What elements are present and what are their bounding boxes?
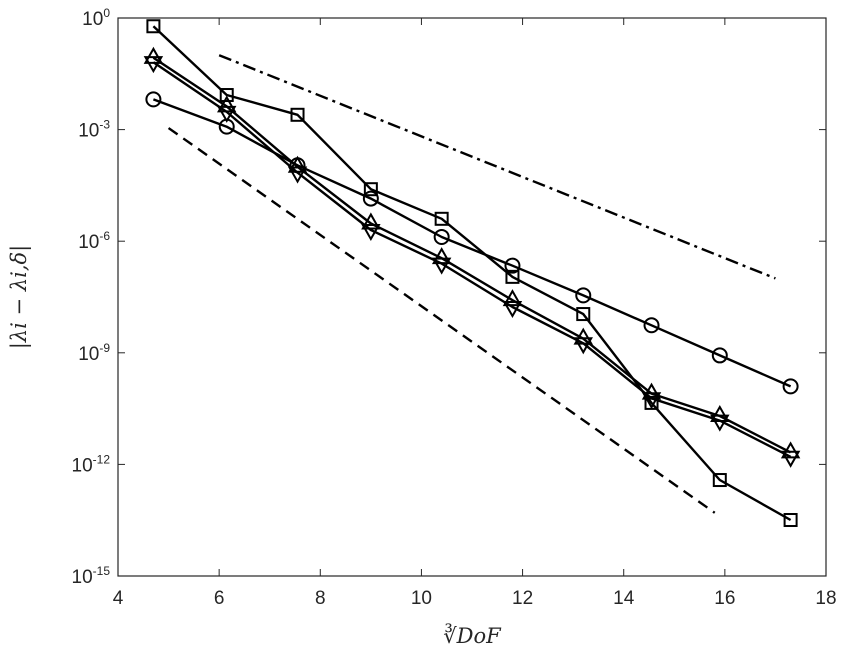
y-tick-base: 10: [78, 232, 99, 253]
y-tick-exponent: -15: [93, 564, 111, 578]
series-triangle-down: [143, 56, 801, 468]
x-tick-label: 18: [815, 588, 836, 609]
marker-square: [363, 182, 378, 197]
marker-circle: [643, 317, 660, 334]
series-square: [146, 19, 798, 528]
marker-triangle-down: [361, 224, 381, 242]
marker-square: [146, 19, 161, 34]
series-triangle-up: [143, 46, 801, 459]
x-tick-label: 14: [613, 588, 635, 609]
series-line-triangle-down: [152, 61, 792, 458]
y-tick-label: 10-6: [78, 229, 110, 253]
axis-ticks: [117, 17, 827, 577]
x-tick-label: 10: [411, 588, 432, 609]
marker-square: [434, 211, 449, 226]
marker-triangle-down: [217, 105, 237, 123]
y-tick-base: 10: [72, 567, 93, 588]
marker-circle: [782, 378, 799, 395]
series-line-circle: [152, 98, 792, 388]
y-tick-exponent: -9: [99, 341, 110, 355]
plot-area-frame: [117, 17, 827, 577]
y-tick-label: 10-15: [72, 564, 111, 588]
marker-circle: [504, 257, 521, 274]
x-tick-label: 4: [113, 588, 124, 609]
y-tick-base: 10: [72, 455, 93, 476]
marker-square: [505, 269, 520, 284]
x-tick-label: 8: [315, 588, 326, 609]
series-layer: [143, 19, 801, 528]
reference-lines: [167, 54, 776, 514]
y-tick-base: 10: [78, 344, 99, 365]
marker-triangle-down: [431, 257, 452, 275]
marker-triangle-up: [502, 289, 523, 307]
marker-triangle-down: [780, 450, 801, 468]
marker-square: [290, 107, 305, 122]
series-line-square: [152, 25, 792, 522]
marker-circle: [145, 91, 162, 108]
marker-square: [219, 88, 234, 103]
marker-triangle-down: [573, 337, 593, 355]
x-tick-label: 12: [512, 588, 533, 609]
marker-triangle-down: [710, 414, 730, 432]
x-tick-label: 6: [214, 588, 225, 609]
marker-triangle-down: [502, 301, 523, 319]
y-tick-base: 10: [78, 121, 99, 142]
marker-triangle-up: [780, 441, 801, 459]
y-tick-label: 10-12: [72, 452, 111, 476]
y-tick-base: 10: [82, 9, 103, 30]
y-tick-label: 100: [82, 6, 110, 30]
marker-square: [576, 307, 591, 322]
y-tick-label: 10-9: [78, 341, 110, 365]
y-tick-exponent: -6: [99, 229, 110, 243]
reference-line-dash-dot: [218, 54, 776, 280]
reference-line-dashed: [167, 127, 716, 514]
y-tick-exponent: -12: [93, 452, 111, 466]
x-axis-label: ∛DoF: [443, 623, 502, 648]
y-tick-label: 10-3: [78, 118, 110, 142]
marker-circle: [433, 228, 450, 245]
series-line-triangle-up: [152, 56, 792, 454]
marker-square: [712, 473, 727, 488]
y-axis-label: |λi − λi,δ|: [7, 245, 32, 349]
x-tick-label: 16: [714, 588, 735, 609]
marker-triangle-down: [143, 56, 164, 74]
marker-circle: [362, 190, 379, 207]
series-circle: [145, 91, 799, 395]
marker-triangle-down: [287, 166, 308, 184]
marker-triangle-down: [641, 392, 662, 410]
marker-circle: [575, 287, 592, 304]
y-tick-exponent: -3: [99, 118, 110, 132]
marker-square: [783, 513, 798, 528]
y-tick-exponent: 0: [103, 6, 110, 20]
marker-circle: [711, 347, 728, 364]
